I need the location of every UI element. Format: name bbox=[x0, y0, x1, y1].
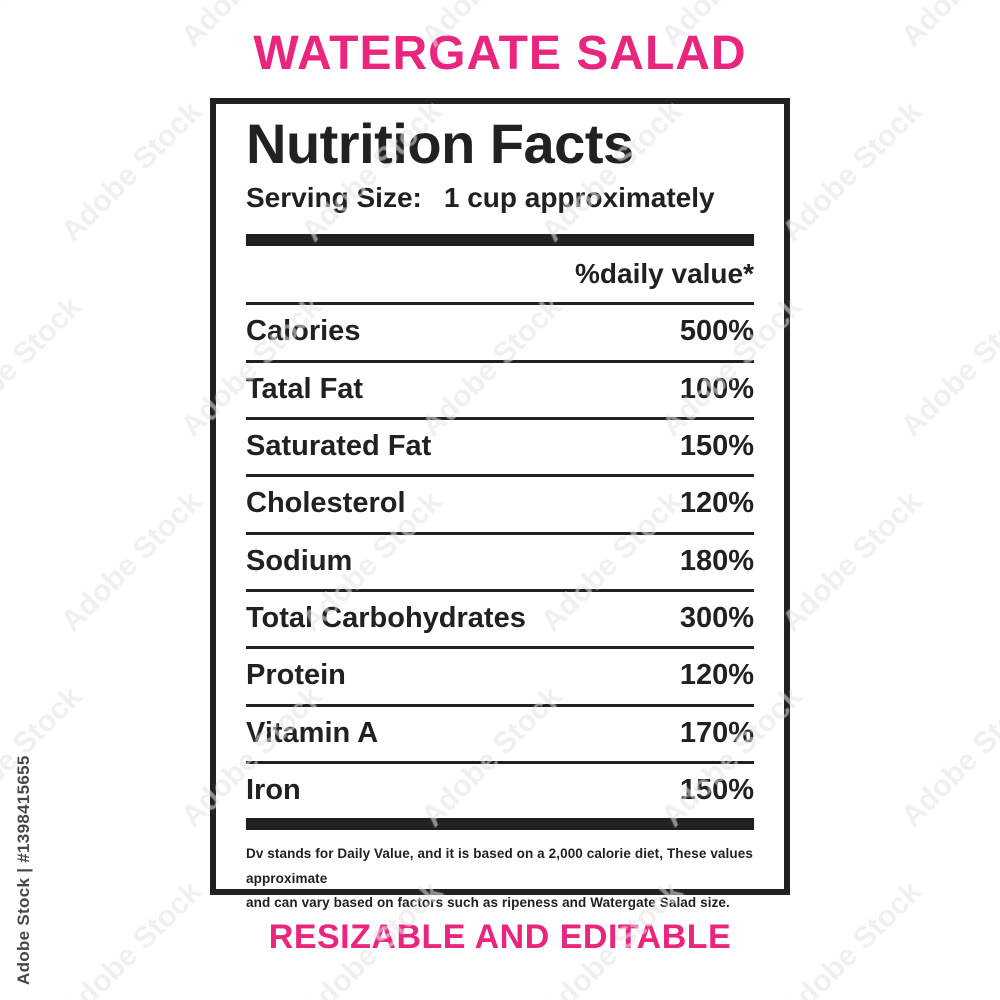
stock-credit: Adobe Stock | #1398415655 bbox=[14, 755, 33, 985]
label-heading: Nutrition Facts bbox=[246, 112, 634, 175]
footnote: Dv stands for Daily Value, and it is bas… bbox=[246, 842, 754, 915]
watermark-text: Adobe Stock bbox=[54, 485, 208, 639]
nutrient-name: Saturated Fat bbox=[246, 430, 432, 463]
nutrient-row: Tatal Fat 100% bbox=[246, 359, 754, 417]
nutrient-row: Total Carbohydrates 300% bbox=[246, 589, 754, 646]
nutrient-value: 500% bbox=[679, 315, 754, 348]
nutrition-label: Nutrition Facts Serving Size: 1 cup appr… bbox=[210, 98, 790, 910]
nutrient-row: Iron 150% bbox=[246, 761, 754, 818]
nutrient-value: 170% bbox=[679, 716, 754, 749]
nutrient-value: 300% bbox=[679, 602, 754, 635]
nutrient-name: Sodium bbox=[246, 544, 353, 577]
nutrient-row: Calories 500% bbox=[246, 302, 754, 359]
nutrient-value: 150% bbox=[679, 774, 754, 807]
watermark-text: Adobe Stock bbox=[774, 485, 928, 639]
nutrient-name: Calories bbox=[246, 315, 361, 348]
nutrient-value: 120% bbox=[679, 487, 754, 520]
daily-value-header: %daily value* bbox=[575, 258, 754, 290]
serving-size-label: Serving Size: bbox=[246, 182, 422, 214]
nutrient-value: 120% bbox=[679, 659, 754, 692]
nutrient-name: Total Carbohydrates bbox=[246, 602, 526, 635]
nutrient-value: 150% bbox=[679, 430, 754, 463]
nutrient-row: Sodium 180% bbox=[246, 531, 754, 589]
nutrient-name: Iron bbox=[246, 774, 301, 807]
page-title: WATERGATE SALAD bbox=[253, 27, 747, 80]
nutrient-name: Protein bbox=[246, 659, 346, 692]
footnote-line: and can vary based on factors such as ri… bbox=[246, 895, 730, 911]
footnote-line: Dv stands for Daily Value, and it is bas… bbox=[246, 846, 753, 886]
serving-size-value: 1 cup approximately bbox=[443, 182, 715, 214]
nutrient-table: Calories 500% Tatal Fat 100% Saturated Fat 15… bbox=[246, 302, 754, 818]
divider-thick-bottom bbox=[246, 818, 754, 831]
nutrient-name: Cholesterol bbox=[246, 487, 406, 520]
nutrient-row: Vitamin A 170% bbox=[246, 703, 754, 761]
nutrient-row: Protein 120% bbox=[246, 646, 754, 703]
nutrient-name: Vitamin A bbox=[246, 716, 379, 749]
nutrient-value: 180% bbox=[679, 544, 754, 577]
nutrient-name: Tatal Fat bbox=[246, 372, 364, 405]
nutrient-row: Cholesterol 120% bbox=[246, 474, 754, 531]
watermark-text: Adobe Stock bbox=[0, 290, 88, 444]
watermark-text: Adobe Stock bbox=[894, 680, 1000, 834]
watermark-text: Adobe Stock bbox=[774, 95, 928, 249]
serving-size-line: Serving Size: 1 cup approximately bbox=[246, 182, 754, 214]
nutrient-row: Saturated Fat 150% bbox=[246, 417, 754, 474]
watermark-text: Adobe Stock bbox=[54, 95, 208, 249]
divider-thick-top bbox=[246, 234, 754, 247]
serving-size-spacer bbox=[422, 182, 444, 214]
footer-text: RESIZABLE AND EDITABLE bbox=[268, 918, 732, 956]
nutrient-value: 100% bbox=[679, 372, 754, 405]
watermark-text: Adobe Stock bbox=[894, 290, 1000, 444]
